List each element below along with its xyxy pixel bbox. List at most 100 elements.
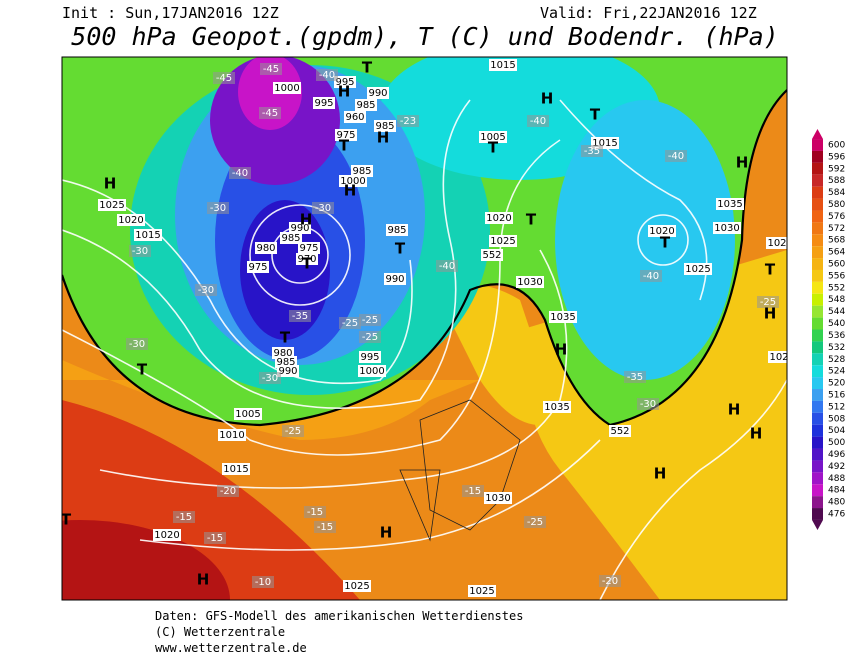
pressure-center: H	[380, 524, 393, 542]
temperature-label: -25	[362, 315, 378, 326]
isobar-label-bg	[484, 492, 512, 504]
temperature-label-bg	[640, 270, 662, 282]
isobar-label-bg	[255, 242, 277, 254]
colorbar-swatch	[812, 281, 823, 294]
temperature-label-bg	[665, 150, 687, 162]
colorbar-swatch	[812, 305, 823, 318]
isobar-label-bg	[479, 131, 507, 143]
isobar-label: 102	[767, 238, 786, 249]
isobar-label-bg	[234, 408, 262, 420]
colorbar-swatch	[812, 389, 823, 401]
temperature-label-bg	[204, 532, 226, 544]
colorbar-swatch	[812, 400, 823, 413]
temperature-label-bg	[312, 202, 334, 214]
isobar-label-bg	[335, 129, 357, 141]
temperature-label: -30	[640, 399, 656, 410]
pressure-center: H	[736, 154, 749, 172]
map-frame	[61, 56, 788, 601]
isobar-label-bg	[222, 463, 250, 475]
colorbar-label: 592	[828, 164, 845, 174]
colorbar-label: 568	[828, 236, 845, 246]
isobar-label: 985	[387, 225, 406, 236]
colorbar-swatch	[812, 174, 823, 187]
temperature-label: -15	[317, 522, 333, 533]
isobar-label: 1025	[685, 264, 710, 275]
isobar-label: 1000	[274, 83, 299, 94]
colorbar-label: 544	[828, 307, 845, 317]
pressure-center: T	[526, 211, 537, 229]
isobar-label: 1020	[154, 530, 179, 541]
temperature-label-bg	[126, 338, 148, 350]
colorbar-swatch	[812, 377, 823, 390]
isobar-label-bg	[516, 276, 544, 288]
temperature-label-bg	[314, 521, 336, 533]
colorbar-label: 536	[828, 331, 845, 341]
temperature-label-bg	[436, 260, 458, 272]
isobar-label: 1020	[486, 213, 511, 224]
temperature-label: -20	[602, 576, 618, 587]
isobar-label-bg	[485, 212, 513, 224]
colorbar-label: 572	[828, 224, 845, 234]
colorbar-label: 484	[828, 486, 845, 496]
temperature-label: -45	[216, 73, 232, 84]
isobar-label-bg	[367, 87, 389, 99]
colorbar-swatch	[812, 341, 823, 354]
colorbar-label: 488	[828, 474, 845, 484]
isobar-label: 990	[290, 223, 309, 234]
isobar-label-bg	[489, 235, 517, 247]
isobar-label-bg	[296, 253, 318, 265]
temperature-label: -25	[362, 332, 378, 343]
colorbar-swatch	[812, 162, 823, 175]
isobar-label-bg	[273, 82, 301, 94]
colorbar-label: 548	[828, 295, 845, 305]
temperature-label-bg	[259, 372, 281, 384]
isobar	[599, 379, 787, 600]
colorbar-label: 516	[828, 390, 845, 400]
colorbar-label: 540	[828, 319, 845, 329]
pressure-center: T	[590, 106, 601, 124]
colorbar-label: 524	[828, 367, 845, 377]
temperature-label: -30	[315, 203, 331, 214]
isobar-label-bg	[684, 263, 712, 275]
pressure-center: T	[137, 361, 148, 379]
temperature-label-bg	[339, 317, 361, 329]
colorbar-swatch	[812, 460, 823, 473]
colorbar-swatch	[812, 210, 823, 223]
footer-source: Daten: GFS-Modell des amerikanischen Wet…	[155, 609, 523, 623]
isobar-label-bg	[280, 232, 302, 244]
isobar-label: 1025	[469, 586, 494, 597]
isobar	[139, 439, 601, 551]
colorbar-label: 560	[828, 260, 845, 270]
isobar-label-bg	[343, 580, 371, 592]
colorbar-swatch	[812, 412, 823, 425]
temperature-label-bg	[195, 284, 217, 296]
colorbar-label: 476	[828, 510, 845, 520]
isobar-label: 1030	[485, 493, 510, 504]
temperature-label-bg	[252, 576, 274, 588]
isobar-label-bg	[313, 97, 335, 109]
colorbar-swatch	[812, 222, 823, 235]
colorbar-swatch	[812, 353, 823, 366]
temperature-label: -20	[220, 486, 236, 497]
valid-time: Valid: Fri,22JAN2016 12Z	[540, 4, 757, 22]
isobar-label: 1030	[517, 277, 542, 288]
isobar-label: 1015	[490, 60, 515, 71]
isobar-label: 985	[356, 100, 375, 111]
temperature-label: -45	[263, 64, 279, 75]
isobar-label: 975	[336, 130, 355, 141]
isobar-label-bg	[468, 585, 496, 597]
isobar-label: 1025	[99, 200, 124, 211]
colorbar-swatch	[812, 258, 823, 270]
colorbar-label: 520	[828, 379, 845, 389]
isobar-label-bg	[481, 249, 503, 261]
isobar-label: 1030	[714, 223, 739, 234]
colorbar-label: 556	[828, 271, 845, 281]
temperature-label-bg	[397, 115, 419, 127]
colorbar-label: 600	[828, 141, 845, 151]
isobar-label: 985	[352, 166, 371, 177]
temperature-label-bg	[757, 296, 779, 308]
colorbar-swatch	[812, 484, 823, 497]
colorbar-swatch	[812, 150, 823, 163]
